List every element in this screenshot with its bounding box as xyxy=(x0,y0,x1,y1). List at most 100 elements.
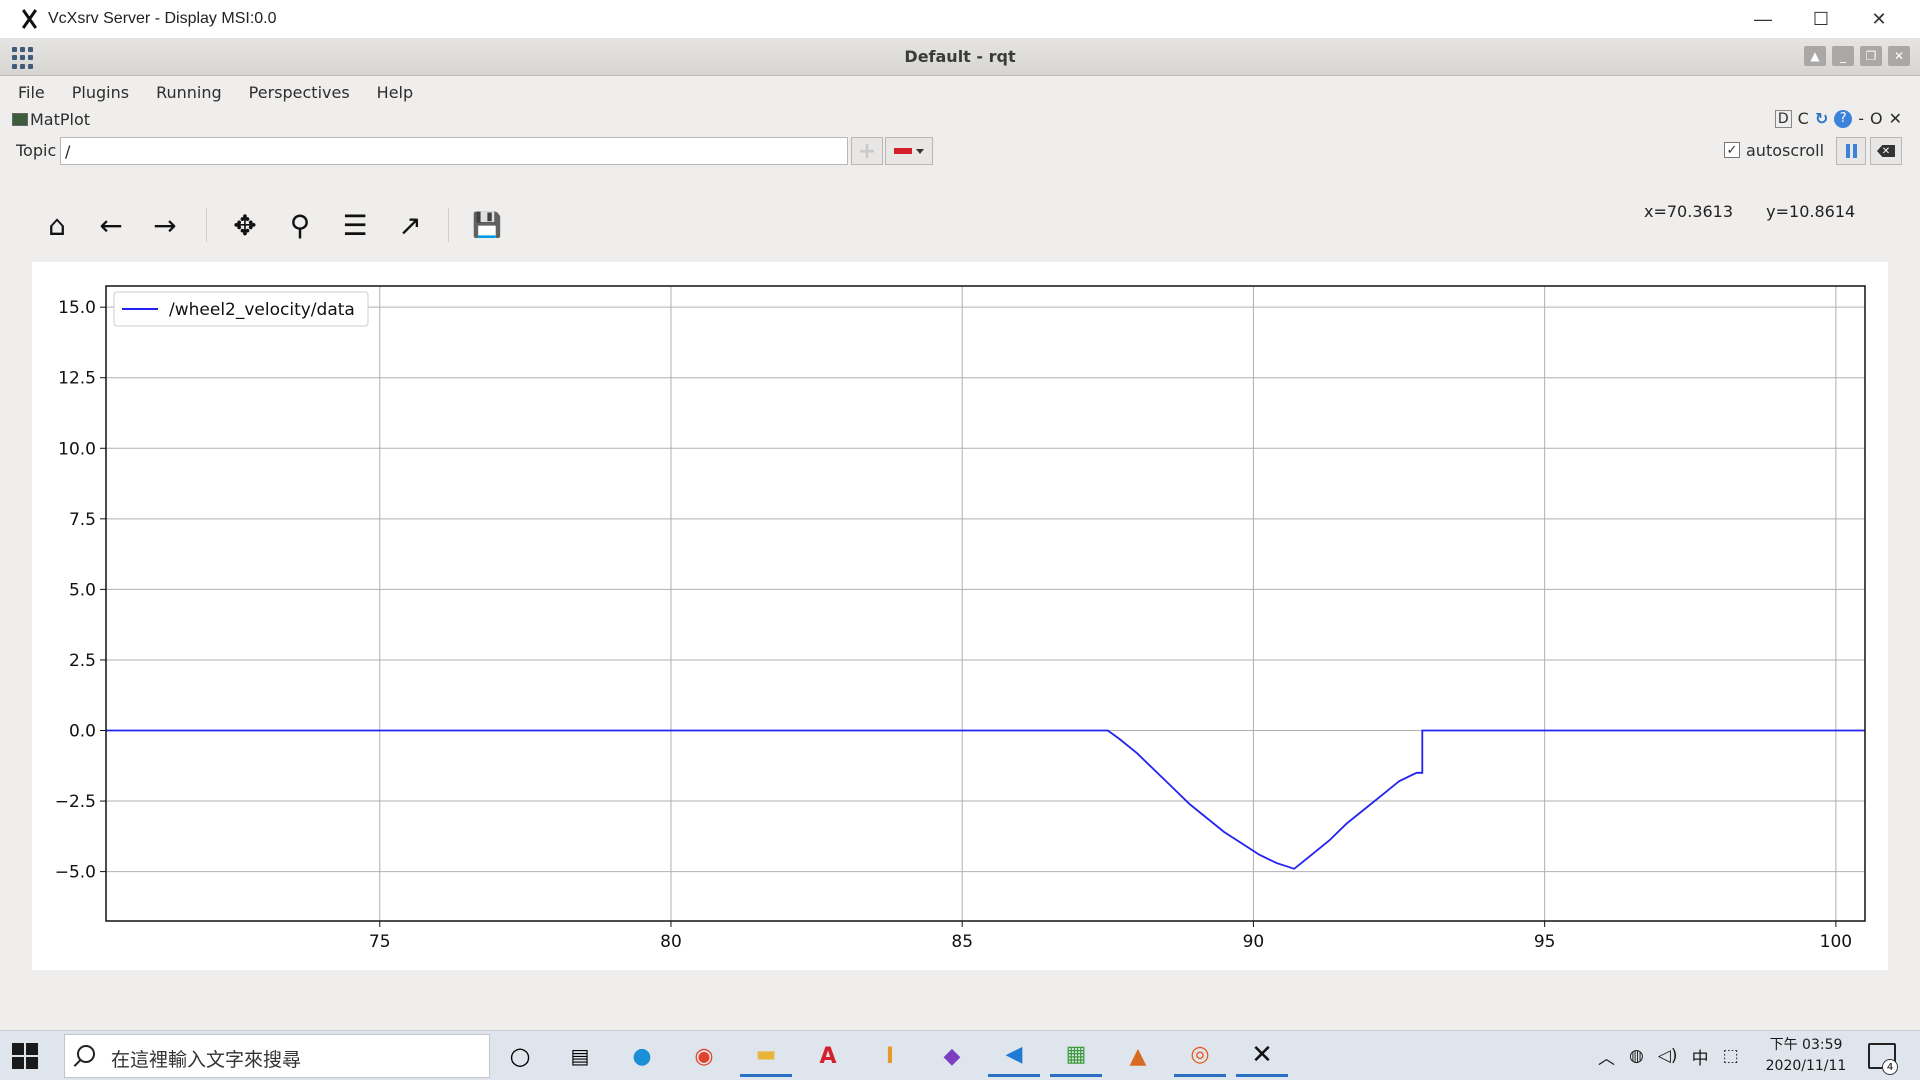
subplots-config-icon[interactable]: ☰ xyxy=(342,208,368,242)
y-tick-label: 5.0 xyxy=(69,580,96,600)
taskbar-clock[interactable]: 下午 03:59 2020/11/11 xyxy=(1760,1035,1852,1077)
maximize-button[interactable]: ☐ xyxy=(1812,8,1830,29)
window-title: VcXsrv Server - Display MSI:0.0 xyxy=(48,10,277,27)
reload-icon[interactable]: ↻ xyxy=(1814,109,1829,128)
system-tray: ︿ ◍ ◁) 中 ⬚ xyxy=(1598,1031,1739,1080)
y-tick-label: −5.0 xyxy=(55,863,96,883)
menu-bar: File Plugins Running Perspectives Help xyxy=(0,77,1920,107)
x-logo-icon xyxy=(18,8,40,30)
menu-help[interactable]: Help xyxy=(376,82,414,102)
y-tick-label: −2.5 xyxy=(55,792,96,812)
vscode-icon[interactable]: ◀ xyxy=(988,1035,1040,1077)
x-tick-label: 80 xyxy=(660,932,682,952)
line-chart: 75 80 85 90 95 100 15.0 12.5 10.0 7.5 5.0 2.5 0.0 −2.… xyxy=(55,285,1866,952)
taskbar-view-icon[interactable]: ▤ xyxy=(570,1044,590,1068)
clock-time: 下午 03:59 xyxy=(1769,1037,1843,1053)
plugin-close-icon[interactable]: ✕ xyxy=(1888,109,1902,128)
menu-file[interactable]: File xyxy=(18,82,45,102)
y-tick-label: 12.5 xyxy=(58,369,96,389)
edit-axes-icon[interactable]: ↗ xyxy=(398,208,422,242)
y-tick-label: 2.5 xyxy=(69,651,96,671)
rqt-shade-up-icon[interactable]: ▲ xyxy=(1804,46,1826,66)
topic-input[interactable] xyxy=(60,137,848,165)
minimize-button[interactable]: — xyxy=(1754,8,1772,29)
notification-count-badge: 4 xyxy=(1882,1059,1898,1075)
legend-label: /wheel2_velocity/data xyxy=(169,300,355,320)
help-icon[interactable]: ? xyxy=(1834,109,1853,128)
y-tick-label: 0.0 xyxy=(69,722,96,742)
network-globe-icon[interactable]: ◍ xyxy=(1629,1046,1644,1066)
visual-studio-icon[interactable]: ◆ xyxy=(943,1043,961,1069)
clear-icon: ✕ xyxy=(1877,145,1895,157)
close-button[interactable]: ✕ xyxy=(1871,8,1887,29)
edge-icon[interactable]: ● xyxy=(632,1043,652,1069)
toolbar-separator xyxy=(206,208,207,242)
autoscroll-label: autoscroll xyxy=(1746,141,1825,160)
windows-taskbar: 在這裡輸入文字來搜尋 ○ ▤ ● ◉ ▬ A I ◆ ◀ ▦ ▲ ◎ ✕ ︿ ◍… xyxy=(0,1030,1920,1080)
matlab-icon[interactable]: ▲ xyxy=(1129,1043,1147,1069)
pan-icon[interactable]: ✥ xyxy=(233,208,257,242)
ime-indicator[interactable]: 中 xyxy=(1691,1048,1709,1069)
plugin-minimize-icon[interactable]: - xyxy=(1858,109,1864,128)
rqt-title: Default - rqt xyxy=(904,47,1016,66)
pause-button[interactable] xyxy=(1836,137,1866,165)
coordinate-readout: x=70.3613 y=10.8614 xyxy=(1644,202,1883,221)
file-explorer-icon[interactable]: ▬ xyxy=(740,1035,792,1077)
chevron-down-icon xyxy=(916,148,924,154)
menu-perspectives[interactable]: Perspectives xyxy=(248,82,350,102)
chevron-up-icon[interactable]: ︿ xyxy=(1598,1048,1615,1069)
rqt-restore-icon[interactable]: ❐ xyxy=(1860,46,1882,66)
clock-date: 2020/11/11 xyxy=(1765,1058,1847,1074)
dock-icon[interactable]: D xyxy=(1774,109,1792,128)
matplotlib-toolbar: ⌂ ← → ✥ ⚲ ☰ ↗ 💾 xyxy=(0,200,1920,250)
volume-icon[interactable]: ◁) xyxy=(1657,1046,1678,1066)
add-topic-button[interactable]: + xyxy=(851,137,883,165)
plugin-float-icon[interactable]: O xyxy=(1870,109,1883,128)
vcxsrv-window: VcXsrv Server - Display MSI:0.0 — ☐ ✕ De… xyxy=(0,0,1920,1030)
start-button[interactable] xyxy=(12,1043,38,1069)
apps-grid-icon[interactable] xyxy=(12,47,34,69)
rqt-titlebar: Default - rqt xyxy=(0,38,1920,76)
config-c-icon[interactable]: C xyxy=(1797,109,1809,128)
autoscroll-checkbox[interactable]: ✓ xyxy=(1724,142,1740,158)
acrobat-icon[interactable]: A xyxy=(819,1043,837,1069)
zoom-icon[interactable]: ⚲ xyxy=(289,208,311,242)
topic-label: Topic xyxy=(16,141,57,160)
vcxsrv-titlebar: VcXsrv Server - Display MSI:0.0 — ☐ ✕ xyxy=(0,0,1920,38)
y-tick-label: 15.0 xyxy=(58,298,96,318)
axes-frame xyxy=(105,285,1866,922)
save-icon[interactable]: 💾 xyxy=(472,211,502,239)
x-tick-label: 85 xyxy=(951,932,973,952)
back-arrow-icon[interactable]: ← xyxy=(99,208,123,242)
plugin-header-controls: D C ↻ ? - O ✕ xyxy=(1774,109,1902,128)
task-view-icon[interactable]: ○ xyxy=(509,1042,531,1070)
search-icon xyxy=(77,1045,95,1063)
rqt-minimize-icon[interactable]: _ xyxy=(1832,46,1854,66)
plugin-header: MatPlot D C ↻ ? - O ✕ xyxy=(0,107,1920,133)
inkscape-icon[interactable]: I xyxy=(885,1043,895,1069)
x-tick-label: 75 xyxy=(369,932,391,952)
photo-editor-icon[interactable]: ▦ xyxy=(1050,1035,1102,1077)
ime-mode-icon[interactable]: ⬚ xyxy=(1722,1046,1739,1066)
chrome-icon[interactable]: ◉ xyxy=(694,1043,714,1069)
plugin-name: MatPlot xyxy=(30,110,91,129)
clear-button[interactable]: ✕ xyxy=(1870,137,1902,165)
plot-canvas[interactable]: 75 80 85 90 95 100 15.0 12.5 10.0 7.5 5.0 2.5 0.0 −2.… xyxy=(32,262,1888,970)
vcxsrv-icon[interactable]: ✕ xyxy=(1236,1035,1288,1077)
taskbar-search-box[interactable]: 在這裡輸入文字來搜尋 xyxy=(64,1034,490,1078)
legend-box xyxy=(113,291,369,327)
remove-topic-button[interactable] xyxy=(885,137,933,165)
minus-icon xyxy=(894,148,912,154)
ubuntu-icon[interactable]: ◎ xyxy=(1174,1035,1226,1077)
x-tick-label: 90 xyxy=(1243,932,1265,952)
pause-icon xyxy=(1845,144,1850,158)
forward-arrow-icon[interactable]: → xyxy=(153,208,177,242)
menu-plugins[interactable]: Plugins xyxy=(71,82,130,102)
y-tick-label: 10.0 xyxy=(58,439,96,459)
x-tick-label: 100 xyxy=(1820,932,1852,952)
toolbar-separator xyxy=(448,208,449,242)
rqt-close-icon[interactable]: ✕ xyxy=(1888,46,1910,66)
rqt-window-controls: ▲ _ ❐ ✕ xyxy=(1804,46,1910,66)
menu-running[interactable]: Running xyxy=(156,82,222,102)
home-icon[interactable]: ⌂ xyxy=(48,208,66,242)
